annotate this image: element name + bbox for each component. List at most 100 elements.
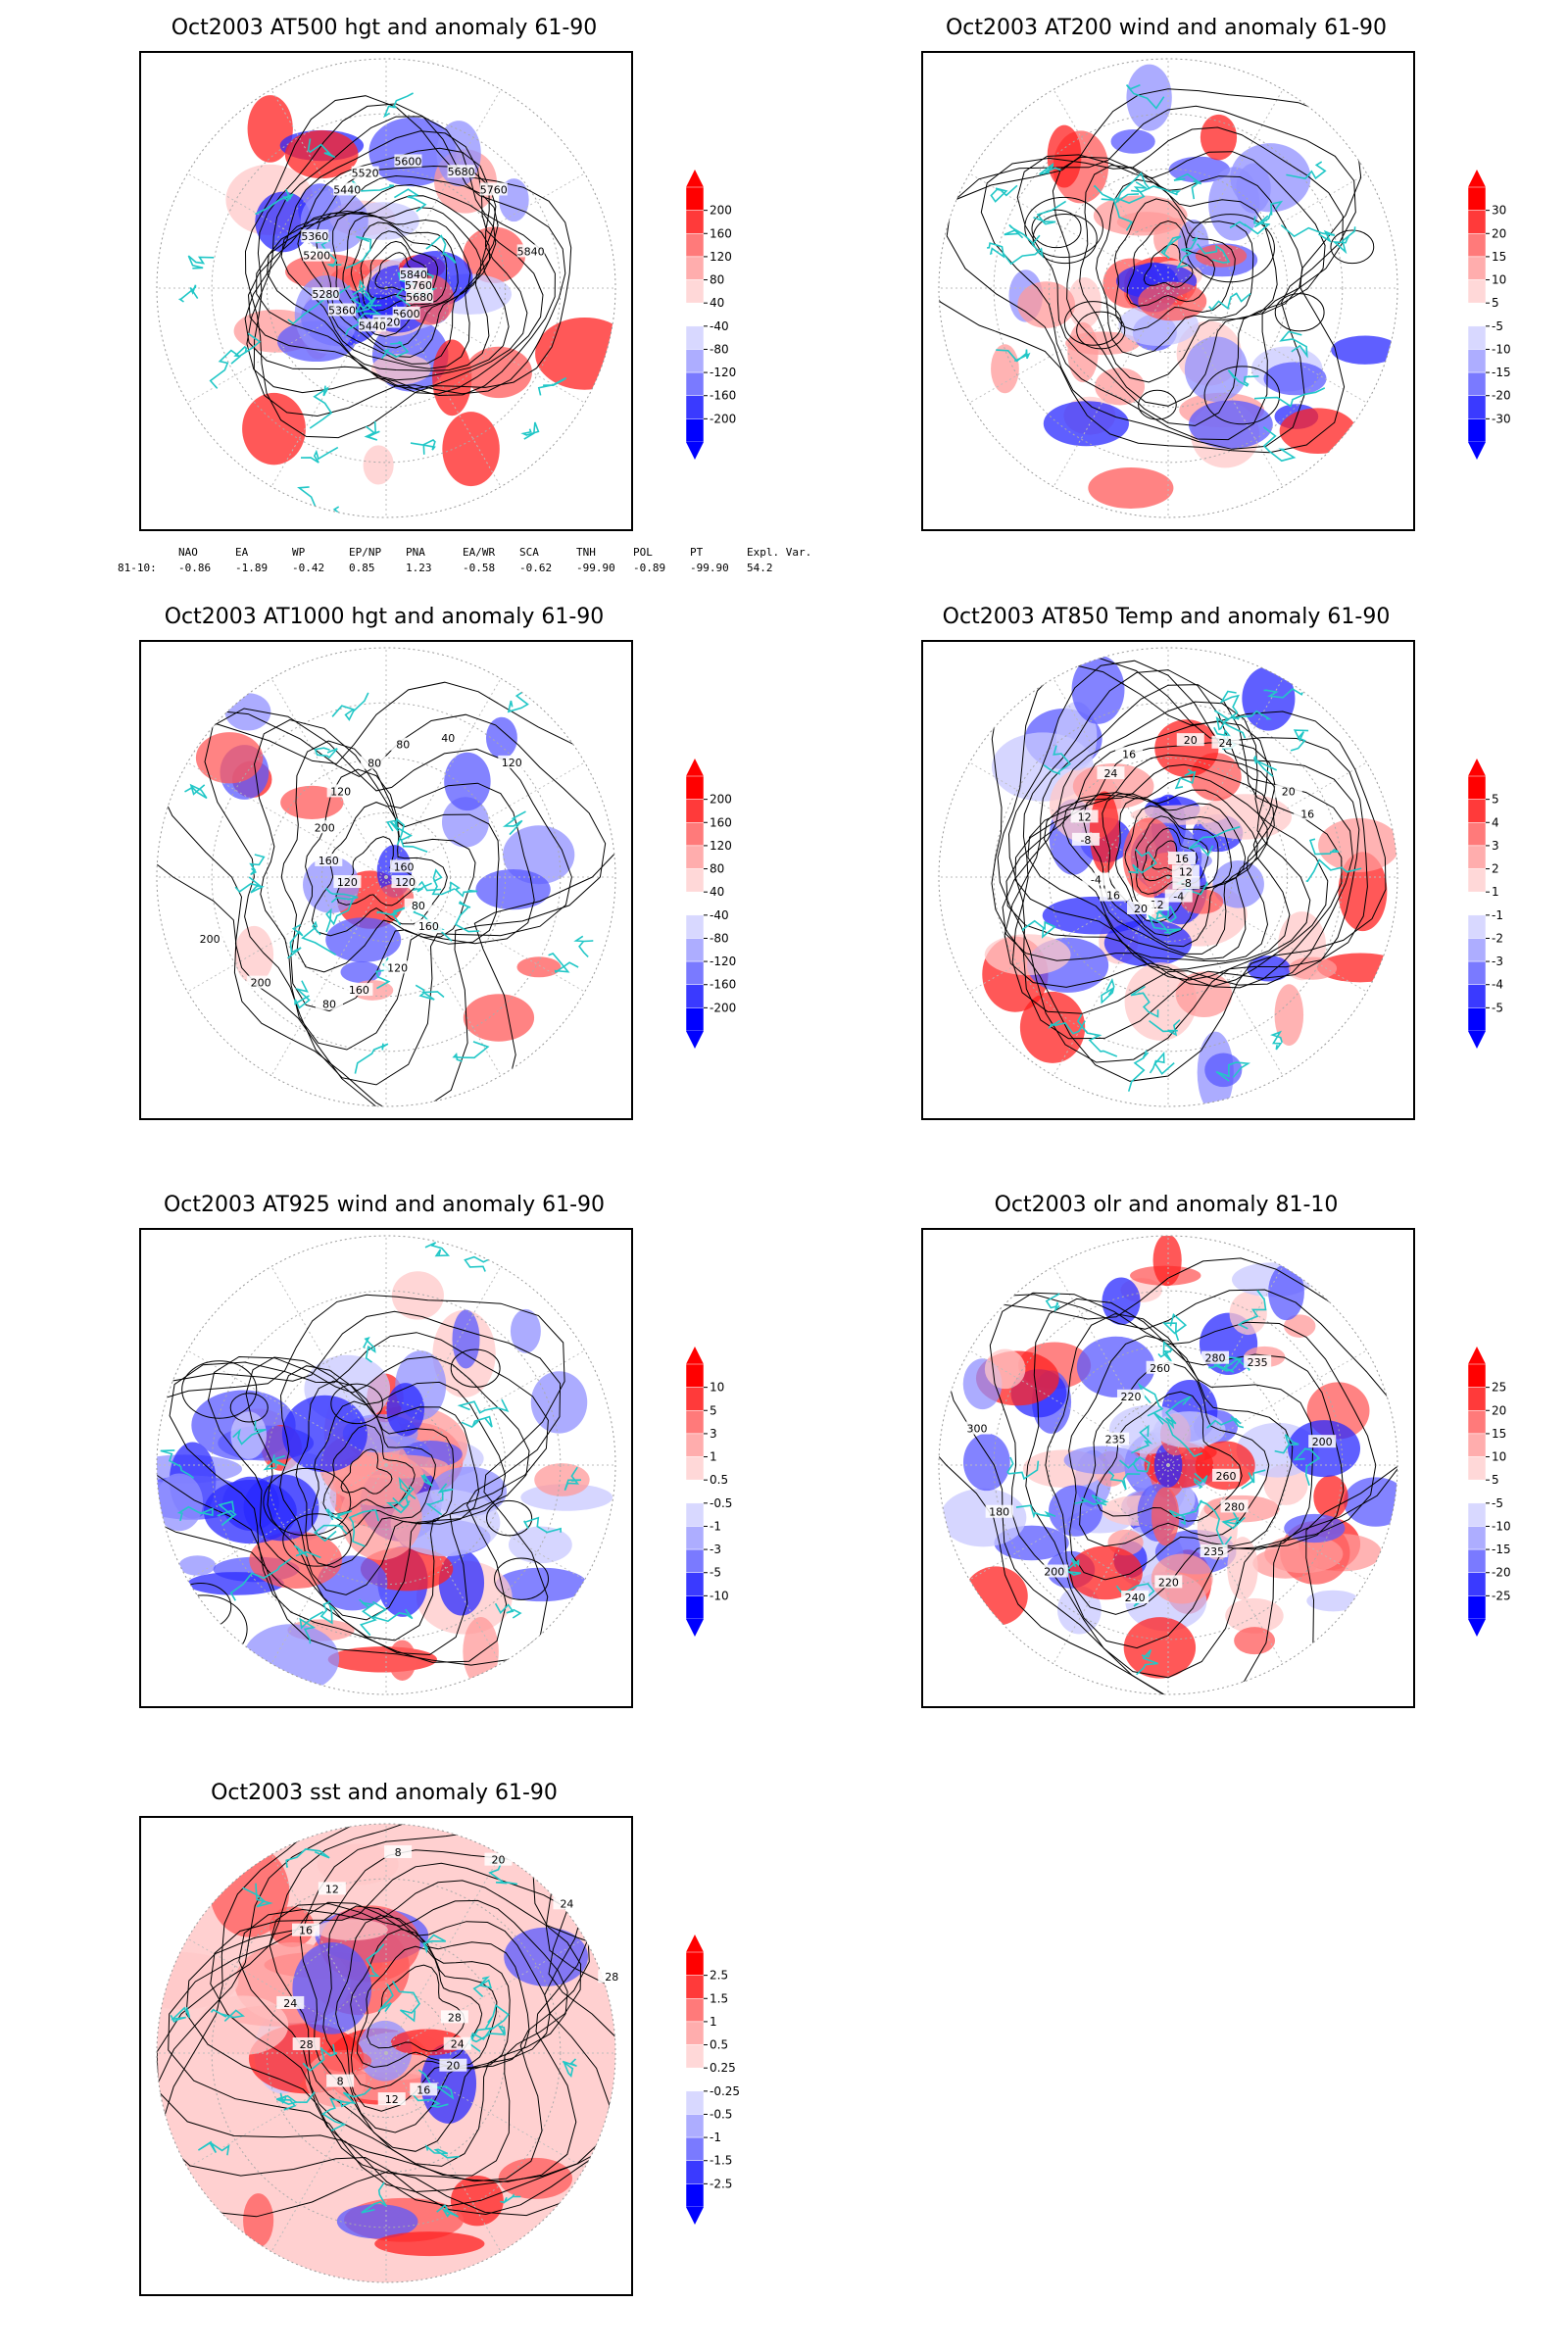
contour-line: [980, 126, 1344, 441]
streamline: [1031, 209, 1082, 249]
contour-label: 80: [412, 900, 425, 912]
colorbar: 10 5 3 1 0.5 -0.5 -1 -3 -5 -10: [676, 1345, 764, 1639]
colorbar-swatch: [685, 2044, 705, 2069]
anomaly-shading: [1065, 331, 1141, 356]
colorbar: 25 20 15 10 5 -5 -10 -15 -20 -25: [1458, 1345, 1546, 1639]
anomaly-shading: [498, 2157, 573, 2199]
contour-line: [1062, 775, 1268, 955]
coastline: [415, 984, 445, 1001]
coastline: [331, 692, 369, 721]
streamline: [1330, 229, 1375, 265]
contour-label-bg: [384, 1844, 413, 1858]
anomaly-shading: [242, 1624, 340, 1694]
colorbar-swatch: [685, 1548, 705, 1573]
colorbar-swatch: [1467, 1387, 1487, 1411]
coastline: [302, 2043, 338, 2072]
colorbar-label: -1: [1492, 908, 1503, 922]
meridian-line: [385, 1464, 502, 1664]
colorbar-swatch: [1467, 1479, 1487, 1504]
anomaly-shading: [1153, 1411, 1226, 1448]
colorbar-swatch: [1467, 349, 1487, 373]
colorbar-triangle-bottom: [1468, 1031, 1486, 1049]
indices-value-row: 81-10: -0.86 -1.89 -0.42 0.85 1.23 -0.58 -0.62 -…: [118, 561, 809, 576]
coastline: [187, 255, 215, 270]
anomaly-shading: [508, 1526, 572, 1564]
colorbar-triangle-top: [1468, 170, 1486, 187]
coastline: [461, 1415, 493, 1429]
coastline: [1227, 369, 1259, 387]
coastline: [287, 923, 304, 959]
coastline: [425, 1483, 454, 1516]
streamline: [1138, 389, 1177, 420]
contour-label: 200: [1312, 1436, 1333, 1448]
coastline: [300, 446, 339, 464]
anomaly-shading: [463, 226, 526, 283]
contour-label-bg: [1308, 1435, 1337, 1448]
anomaly-shading: [441, 797, 489, 848]
coastline: [361, 2181, 387, 2214]
colorbar-swatch: [685, 2021, 705, 2045]
coastline: [500, 2193, 521, 2204]
contour-label: 80: [368, 758, 381, 770]
coastline: [1237, 1290, 1267, 1330]
colorbar-label: -5: [1492, 319, 1503, 333]
anomaly-shading: [984, 1348, 1026, 1390]
colorbar-label: 200: [710, 793, 732, 807]
coastline: [996, 349, 1031, 363]
coastline: [307, 138, 336, 159]
contour-label-bg: [1146, 1360, 1174, 1374]
colorbar-triangle-bottom: [1468, 442, 1486, 460]
coastline: [366, 1943, 385, 1978]
map-boundary: [156, 647, 616, 1107]
contour-label: 160: [418, 920, 439, 933]
colorbar-swatch: [685, 233, 705, 258]
contour-label: 80: [396, 739, 410, 752]
anomaly-shading: [157, 1952, 239, 2010]
contour-line: [157, 1824, 615, 2216]
coastline: [1263, 688, 1303, 699]
colorbar-label: 1: [710, 1450, 717, 1464]
colorbar-label: -3: [1492, 955, 1503, 968]
contour-label: 5680: [448, 166, 475, 178]
colorbar-swatch: [685, 279, 705, 304]
anomaly-shading: [1234, 1627, 1276, 1655]
contour-label: 12: [1179, 865, 1193, 878]
colorbar-label: -40: [710, 319, 729, 333]
colorbar: 2.5 1.5 1 0.5 0.25 -0.25 -0.5 -1 -1.5 -2.5: [676, 1933, 764, 2227]
coastline: [412, 2093, 449, 2108]
coastline: [210, 2008, 245, 2022]
contour-label: 280: [1205, 1352, 1226, 1365]
contour-line: [299, 1901, 551, 2152]
contour-label: 5200: [303, 250, 330, 263]
index-value: -99.90: [690, 562, 729, 574]
anomaly-shading: [984, 934, 1071, 976]
contour-label-bg: [1274, 784, 1302, 798]
coastline: [393, 188, 427, 213]
anomaly-shading: [197, 1995, 289, 2055]
map-frame: 5840 5760 5680 5600 5520 5440 5360 5280 5200 5360…: [139, 51, 633, 531]
map-frame: [921, 51, 1415, 531]
colorbar-label: -0.5: [710, 2107, 732, 2121]
anomaly-shading: [340, 960, 381, 983]
contour-label: -4: [1091, 874, 1102, 887]
streamline: [181, 1360, 258, 1419]
coastline: [425, 234, 457, 264]
coastline: [523, 1516, 562, 1534]
contour-label-bg: [1201, 1350, 1230, 1364]
coastline: [177, 284, 199, 303]
colorbar-label: 10: [1492, 1450, 1506, 1464]
anomaly-shading: [432, 339, 472, 416]
meridian-line: [270, 89, 387, 289]
contour-label: 24: [1103, 767, 1117, 780]
meridian-line: [385, 876, 585, 993]
colorbar-swatch: [685, 799, 705, 823]
colorbar-swatch: [685, 1363, 705, 1388]
colorbar-swatch: [685, 2136, 705, 2161]
anomaly-shading: [1103, 919, 1193, 967]
streamline: [330, 1383, 383, 1425]
map-boundary: [156, 1235, 616, 1695]
contour-label: 235: [1203, 1545, 1224, 1558]
anomaly-shading: [1152, 1236, 1182, 1287]
colorbar-label: -30: [1492, 412, 1511, 425]
streamline: [1063, 301, 1122, 346]
